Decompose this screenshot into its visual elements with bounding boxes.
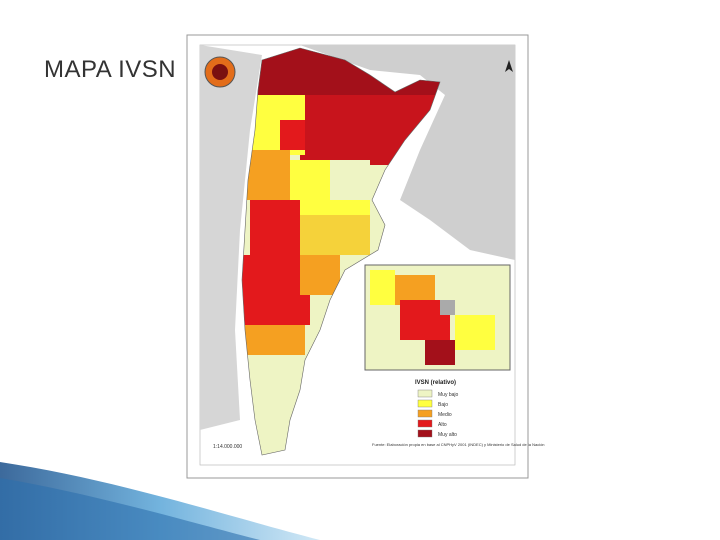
decoration — [0, 478, 260, 540]
emblem — [212, 64, 228, 80]
legend-label: Muy alto — [438, 432, 457, 438]
legend-label: Bajo — [438, 402, 448, 408]
neighbour-land — [200, 45, 515, 260]
country-outline — [241, 47, 441, 456]
legend-swatch — [417, 389, 433, 398]
legend-label: Muy bajo — [438, 392, 459, 398]
slide-title: MAPA IVSN — [44, 56, 177, 83]
inset-region — [440, 300, 455, 315]
inset-region — [455, 315, 495, 350]
legend-label: Alto — [438, 422, 447, 428]
legend-title: IVSN (relativo) — [415, 380, 456, 386]
map-scale: 1:14.000.000 — [213, 444, 242, 450]
legend-swatch — [417, 399, 433, 408]
legend: IVSN (relativo) Muy bajo Bajo Medio Alto Muy… — [415, 380, 459, 438]
legend-label: Medio — [438, 412, 452, 418]
legend-swatch — [417, 429, 433, 438]
neighbour-land — [200, 45, 262, 430]
legend-swatch — [417, 409, 433, 418]
north-arrow — [505, 60, 513, 72]
inset-region — [425, 340, 455, 365]
map-source: Fuente: Elaboración propia en base al CN… — [372, 442, 545, 447]
legend-swatch — [417, 419, 433, 428]
inset-region — [370, 270, 395, 305]
